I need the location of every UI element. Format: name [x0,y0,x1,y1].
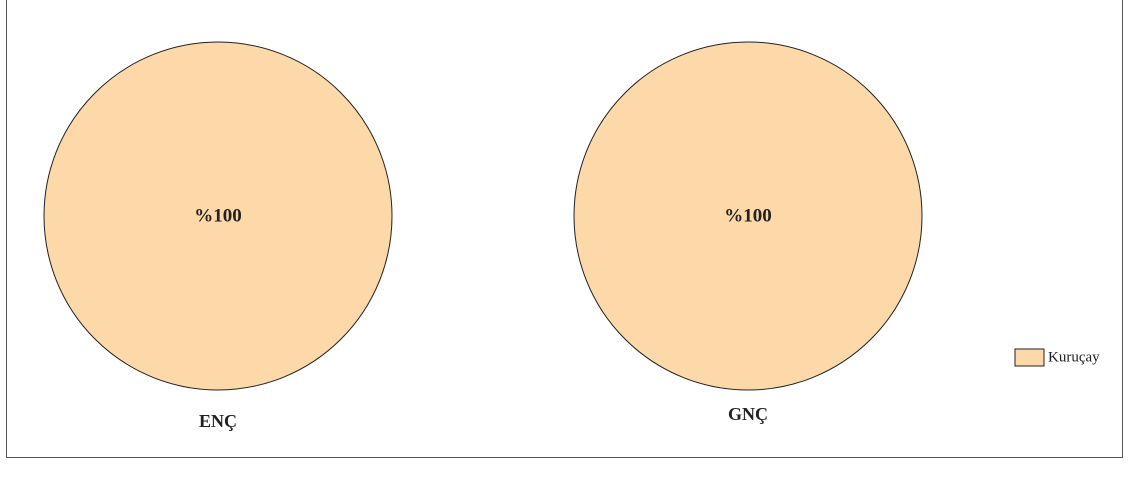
pie-caption: GNÇ [728,404,768,424]
pie-caption: ENÇ [199,411,237,431]
slice-data-label: %100 [194,205,242,226]
slice-data-label: %100 [724,205,772,226]
legend-swatch [1014,348,1045,367]
pie-slice [573,41,923,391]
pie-chart-enc: %100 ENÇ [43,41,393,431]
pie-chart-gnc: %100 GNÇ [573,41,923,424]
pie-slice [43,41,393,391]
legend-label: Kuruçay [1048,349,1100,365]
legend: Kuruçay [1014,348,1100,367]
